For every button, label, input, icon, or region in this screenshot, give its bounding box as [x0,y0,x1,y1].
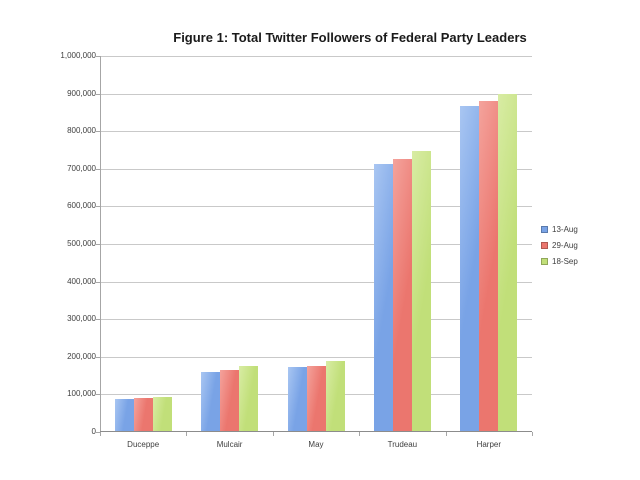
y-axis-tick [96,356,100,358]
bar-13-Aug-Harper [460,105,480,431]
legend-item-13-Aug: 13-Aug [541,225,578,234]
gridline [100,168,532,170]
y-axis-tick [96,319,100,321]
legend-label: 18-Sep [552,257,578,266]
x-axis-tick [100,432,101,436]
y-axis-tick-label: 1,000,000 [60,51,96,60]
y-axis-tick-label: 900,000 [67,88,96,98]
legend-swatch-29-Aug [541,242,548,249]
gridline [100,131,532,133]
gridline [100,281,532,283]
y-axis-tick [96,394,100,396]
x-axis-category-label: Harper [476,440,502,449]
bar-18-Sep-Duceppe [152,397,172,431]
legend-label: 13-Aug [552,225,578,234]
x-axis-category-label: Trudeau [387,440,418,449]
y-axis-tick [96,93,100,95]
x-axis-tick [532,432,533,436]
chart-title: Figure 1: Total Twitter Followers of Fed… [173,30,527,45]
y-axis-tick-label: 500,000 [67,239,96,248]
y-axis-tick [96,281,100,283]
x-axis-tick [272,432,274,436]
legend-item-18-Sep: 18-Sep [541,257,578,266]
x-axis-category-label: Mulcair [216,440,243,449]
bar-13-Aug-Trudeau [373,164,393,431]
y-axis-tick-label: 400,000 [67,276,96,286]
bar-18-Sep-Harper [498,94,518,431]
y-axis-tick [96,131,100,133]
bar-29-Aug-Mulcair [220,369,240,431]
bar-29-Aug-Trudeau [392,158,412,431]
bar-13-Aug-May [287,367,307,431]
x-axis-category-label: Duceppe [127,440,160,449]
bar-29-Aug-Harper [479,101,499,431]
gridline [100,93,532,95]
y-axis-tick-label: 700,000 [67,163,96,173]
y-axis-tick-label: 300,000 [67,314,96,324]
y-axis-tick [96,206,100,208]
bar-13-Aug-Mulcair [201,372,221,431]
gridline [100,244,532,245]
y-axis-line [100,56,101,432]
bar-13-Aug-Duceppe [114,398,134,431]
legend-swatch-18-Sep [541,258,548,265]
y-axis-tick-label: 800,000 [67,126,96,136]
y-axis-tick-label: 200,000 [67,351,96,361]
gridline [100,356,532,358]
x-axis-tick [445,432,447,436]
bar-18-Sep-May [325,360,345,431]
bar-29-Aug-Duceppe [133,397,153,431]
y-axis-tick [96,244,100,245]
legend-item-29-Aug: 29-Aug [541,241,578,250]
legend: 13-Aug 29-Aug 18-Sep [541,225,578,273]
bar-29-Aug-May [306,365,326,431]
y-axis-tick [96,432,100,433]
gridline [100,319,532,321]
y-axis-tick [96,56,100,57]
gridline [100,56,532,57]
x-axis-category-label: May [308,440,324,449]
x-axis-tick [359,432,361,436]
y-axis-tick [96,168,100,170]
gridline [100,206,532,208]
legend-swatch-13-Aug [541,226,548,233]
bar-18-Sep-Mulcair [239,365,259,431]
y-axis-tick-label: 100,000 [67,389,96,399]
x-axis-tick [186,432,188,436]
bar-18-Sep-Trudeau [411,150,431,431]
y-axis-tick-label: 600,000 [67,201,96,211]
x-axis-line [100,431,532,432]
plot-area [100,56,532,432]
legend-label: 29-Aug [552,241,578,250]
y-axis-tick-label: 0 [91,427,96,436]
